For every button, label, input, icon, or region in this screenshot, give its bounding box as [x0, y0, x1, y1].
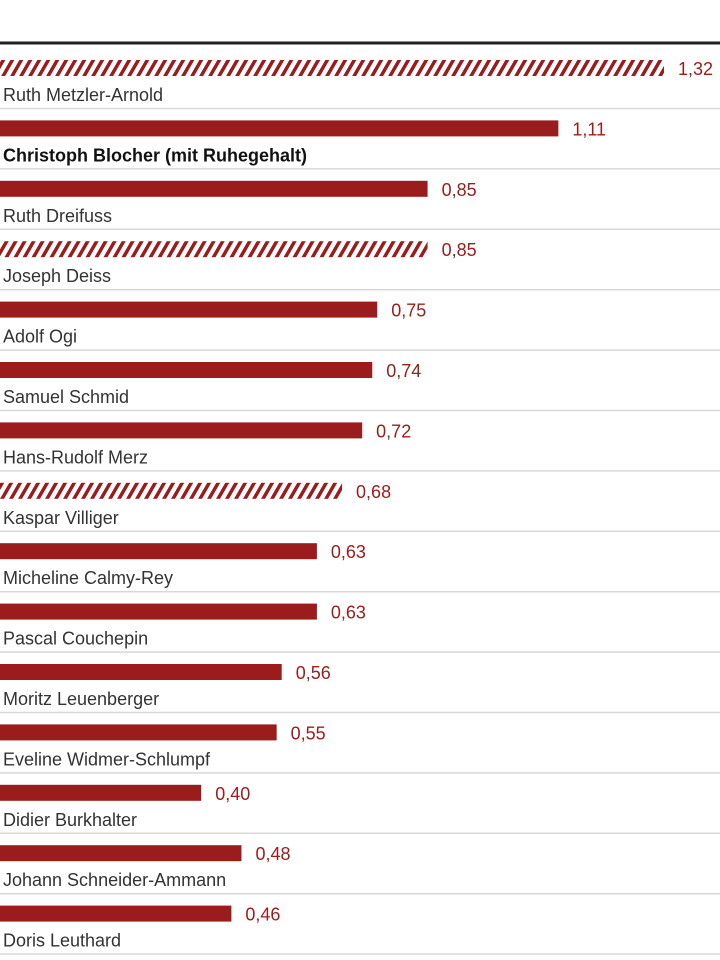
- category-label: Ruth Metzler-Arnold: [3, 85, 163, 105]
- bar: [0, 543, 317, 560]
- value-label: 0,63: [331, 603, 366, 623]
- value-label: 0,68: [356, 482, 391, 502]
- value-label: 1,11: [572, 119, 606, 139]
- value-label: 1,32: [678, 59, 713, 79]
- category-label: Micheline Calmy-Rey: [3, 568, 173, 588]
- category-label: Eveline Widmer-Schlumpf: [3, 749, 211, 769]
- category-label: Ruth Dreifuss: [3, 206, 112, 226]
- bar: [0, 784, 202, 801]
- bar: [0, 241, 428, 258]
- category-label: Samuel Schmid: [3, 387, 129, 407]
- bar: [0, 482, 343, 499]
- category-label: Pascal Couchepin: [3, 629, 148, 649]
- bar: [0, 120, 559, 137]
- bar: [0, 905, 232, 922]
- value-label: 0,63: [331, 542, 366, 562]
- bar: [0, 724, 277, 741]
- value-label: 0,46: [245, 905, 280, 925]
- value-label: 0,75: [391, 301, 426, 321]
- category-label: Didier Burkhalter: [3, 810, 137, 830]
- category-label: Hans-Rudolf Merz: [3, 447, 148, 467]
- value-label: 0,85: [442, 180, 477, 200]
- value-label: 0,55: [291, 723, 326, 743]
- bar: [0, 180, 428, 197]
- bar: [0, 301, 378, 318]
- bar: [0, 603, 317, 620]
- value-label: 0,85: [442, 240, 477, 260]
- value-label: 0,56: [296, 663, 331, 683]
- category-label: Kaspar Villiger: [3, 508, 119, 528]
- value-label: 0,48: [255, 844, 290, 864]
- category-label: Doris Leuthard: [3, 931, 121, 951]
- value-label: 0,74: [386, 361, 421, 381]
- value-label: 0,40: [215, 784, 250, 804]
- category-label: Christoph Blocher (mit Ruhegehalt): [3, 145, 307, 165]
- category-label: Adolf Ogi: [3, 327, 77, 347]
- bar: [0, 60, 664, 76]
- category-label: Moritz Leuenberger: [3, 689, 159, 709]
- category-label: Joseph Deiss: [3, 266, 111, 286]
- bar: [0, 362, 373, 378]
- bar: [0, 422, 363, 439]
- bar: [0, 664, 282, 680]
- bar: [0, 845, 242, 862]
- value-label: 0,72: [376, 421, 411, 441]
- category-label: Johann Schneider-Ammann: [3, 870, 226, 890]
